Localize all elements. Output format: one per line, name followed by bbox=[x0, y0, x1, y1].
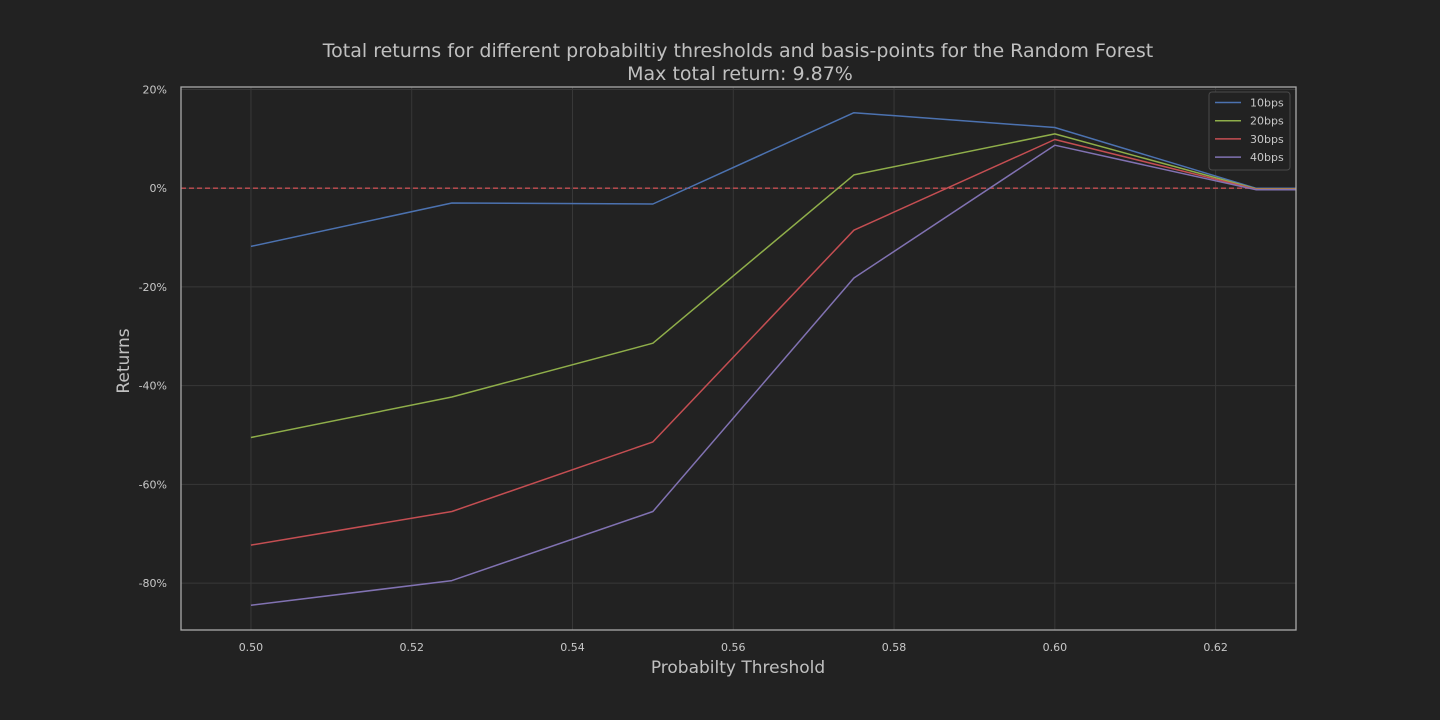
chart-title: Total returns for different probabiltiy … bbox=[322, 40, 1153, 62]
grid-lines bbox=[181, 87, 1296, 630]
legend-label: 20bps bbox=[1250, 115, 1284, 128]
y-tick-label: -60% bbox=[139, 478, 167, 491]
y-tick-label: 20% bbox=[143, 83, 167, 96]
y-tick-label: -80% bbox=[139, 577, 167, 590]
legend: 10bps 20bps 30bps 40bps bbox=[1208, 91, 1291, 171]
x-tick-label: 0.60 bbox=[1043, 641, 1068, 654]
x-tick-label: 0.56 bbox=[721, 641, 746, 654]
x-tick-label: 0.58 bbox=[882, 641, 907, 654]
y-axis-ticks: 20% 0% -20% -40% -60% -80% bbox=[139, 83, 167, 590]
series-line-10bps bbox=[250, 111, 1296, 248]
y-tick-label: -20% bbox=[139, 281, 167, 294]
x-tick-label: 0.62 bbox=[1203, 641, 1228, 654]
x-tick-label: 0.54 bbox=[560, 641, 585, 654]
series-line-20bps bbox=[250, 133, 1296, 439]
plot-frame bbox=[180, 86, 1297, 631]
legend-box bbox=[1208, 91, 1291, 171]
series-line-40bps bbox=[250, 144, 1296, 607]
y-tick-label: 0% bbox=[150, 182, 167, 195]
x-axis-ticks: 0.50 0.52 0.54 0.56 0.58 0.60 0.62 bbox=[239, 641, 1228, 654]
x-tick-label: 0.50 bbox=[239, 641, 264, 654]
chart-subtitle: Max total return: 9.87% bbox=[627, 63, 853, 85]
legend-label: 10bps bbox=[1250, 97, 1284, 110]
x-axis-label: Probabilty Threshold bbox=[651, 658, 825, 678]
y-axis-label: Returns bbox=[114, 328, 134, 393]
series-lines bbox=[250, 111, 1296, 607]
legend-label: 40bps bbox=[1250, 151, 1284, 164]
y-tick-label: -40% bbox=[139, 380, 167, 393]
legend-label: 30bps bbox=[1250, 133, 1284, 146]
x-tick-label: 0.52 bbox=[399, 641, 424, 654]
